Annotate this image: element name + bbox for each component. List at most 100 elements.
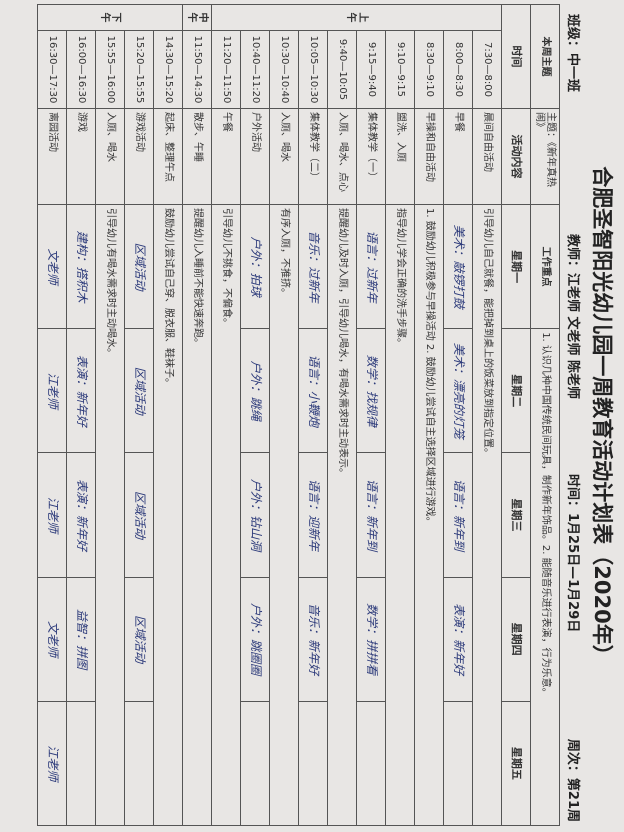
column-header: 星期四 — [501, 577, 531, 702]
column-header: 活动内容 — [501, 108, 531, 205]
schedule-row: 15:55—16:00 入厕、喝水 引导幼儿有喝水需求时主动喝水。 — [95, 5, 125, 826]
guidance-note: 有序入厕，不推挤。 — [269, 204, 299, 826]
column-header: 星期二 — [501, 328, 531, 453]
day-cell: 户外：钻山洞 — [240, 452, 270, 578]
time: 9:40—10:05 — [327, 30, 357, 109]
guidance-note: 1. 鼓励幼儿积极参与早操活动 2. 鼓励幼儿尝试自主选择区域进行游戏。 — [414, 204, 444, 826]
day-cell: 美术：漂亮的灯笼 — [443, 328, 473, 453]
theme-row: 本周主题 主题：《新年真热闹》 工作重点 1. 认识几种中国传统民间玩具，制作新年饰品… — [530, 4, 560, 826]
activity: 入厕、喝水 — [95, 108, 125, 205]
day-cell: 语言：新年到 — [443, 452, 473, 578]
time: 15:55—16:00 — [95, 30, 125, 109]
time: 10:05—10:30 — [298, 30, 328, 109]
plan-table: 本周主题 主题：《新年真热闹》 工作重点 1. 认识几种中国传统民间玩具，制作新年饰品… — [37, 4, 560, 826]
focus: 1. 认识几种中国传统民间玩具，制作新年饰品。2. 能随音乐进行表演，行为乐意。 — [530, 328, 560, 826]
day-cell — [298, 701, 328, 826]
day-cell — [124, 701, 154, 826]
day-cell: 数学：拼拼看 — [356, 577, 386, 702]
week: 周次：第21周 — [565, 738, 580, 822]
day-cell: 语言：新年到 — [356, 452, 386, 578]
period: 中午 — [182, 4, 212, 31]
activity: 离园活动 — [37, 108, 67, 205]
day-cell: 区域活动 — [124, 577, 154, 702]
schedule-row: 15:20—15:55 游戏活动 区域活动 区域活动 区域活动 区域活动 — [124, 5, 154, 826]
activity: 散步、午睡 — [182, 108, 212, 205]
theme-label: 本周主题 — [530, 4, 560, 109]
day-cell: 音乐：过新年 — [298, 204, 328, 329]
time: 10:40—11:20 — [240, 30, 270, 109]
time: 14:30—15:20 — [153, 30, 183, 109]
focus-label: 工作重点 — [530, 204, 560, 329]
guidance-note: 引导幼儿不挑食，不偏食。 — [211, 204, 241, 826]
schedule-row: 10:40—11:20 户外活动 户外：拍球 户外：跳绳 户外：钻山洞 户外：跳圈圈 — [240, 5, 270, 826]
activity: 盥洗、入厕 — [385, 108, 415, 205]
schedule-row: 9:40—10:05 入厕、喝水、点心 提醒幼儿及时入厕，引导幼儿喝水，有喝水需求时… — [327, 5, 357, 826]
time: 15:20—15:55 — [124, 30, 154, 109]
time: 11:50—14:30 — [182, 30, 212, 109]
day-cell: 语言：小鞭炮 — [298, 328, 328, 453]
schedule-row: 中午 11:50—14:30 散步、午睡 提醒幼儿入睡前不能快速奔跑。 — [182, 4, 212, 826]
activity: 早餐 — [443, 108, 473, 205]
activity: 游戏 — [66, 108, 96, 205]
activity: 集体教学（一） — [356, 108, 386, 205]
activity: 集体教学（二） — [298, 108, 328, 205]
activity: 起床、整理午点 — [153, 108, 183, 205]
column-header: 星期五 — [501, 701, 531, 826]
day-cell: 表演：新年好 — [443, 577, 473, 702]
day-cell — [240, 701, 270, 826]
activity: 午餐 — [211, 108, 241, 205]
day-cell: 文老师 — [37, 577, 67, 702]
column-header: 时间 — [501, 4, 531, 109]
day-cell — [356, 701, 386, 826]
guidance-note: 提醒幼儿入睡前不能快速奔跑。 — [182, 204, 212, 826]
guidance-note: 引导幼儿有喝水需求时主动喝水。 — [95, 204, 125, 826]
column-header: 星期一 — [501, 204, 531, 329]
activity: 入厕、喝水 — [269, 108, 299, 205]
activity: 早操和自由活动 — [414, 108, 444, 205]
schedule-row: 下午 14:30—15:20 起床、整理午点 鼓励幼儿尝试自己穿、脱衣服、鞋袜子。 — [37, 4, 183, 826]
day-cell: 表演：新年好 — [66, 328, 96, 453]
time: 9:15—9:40 — [356, 30, 386, 109]
day-cell — [66, 701, 96, 826]
time: 10:30—10:40 — [269, 30, 299, 109]
guidance-note: 引导幼儿自己就餐，能把掉到桌上的饭菜放到指定位置。 — [472, 204, 502, 826]
header: 合肥圣智阳光幼儿园一周教育活动计划表（2020年） 班级：中一班 教师：江老师 … — [560, 4, 618, 828]
day-cell: 江老师 — [37, 701, 67, 826]
period: 下午 — [37, 4, 183, 31]
schedule-row: 8:30—9:10 早操和自由活动 1. 鼓励幼儿积极参与早操活动 2. 鼓励幼儿尝… — [414, 5, 444, 826]
guidance-note: 指导幼儿学会正确的洗手步骤。 — [385, 204, 415, 826]
time: 16:00—16:30 — [66, 30, 96, 109]
schedule-row: 上午 7:30—8:00 晨间自由活动 引导幼儿自己就餐，能把掉到桌上的饭菜放到指定位… — [211, 4, 502, 826]
day-cell: 语言：迎新年 — [298, 452, 328, 578]
day-cell: 区域活动 — [124, 328, 154, 453]
day-cell: 语言：过新年 — [356, 204, 386, 329]
time: 9:10—9:15 — [385, 30, 415, 109]
schedule-row: 16:30—17:30 离园活动 文老师 江老师 江老师 文老师 江老师 — [37, 5, 67, 826]
column-header: 星期三 — [501, 452, 531, 578]
day-cell: 户外：跳圈圈 — [240, 577, 270, 702]
guidance-note: 提醒幼儿及时入厕，引导幼儿喝水，有喝水需求时主动表示。 — [327, 204, 357, 826]
day-cell: 户外：拍球 — [240, 204, 270, 329]
day-cell: 户外：跳绳 — [240, 328, 270, 453]
day-cell: 音乐：新年好 — [298, 577, 328, 702]
activity: 入厕、喝水、点心 — [327, 108, 357, 205]
day-cell: 数学：找规律 — [356, 328, 386, 453]
teachers: 教师：江老师 文老师 陈老师 — [565, 234, 580, 400]
day-cell: 美术：敲锣打鼓 — [443, 204, 473, 329]
day-cell: 建构：搭积木 — [66, 204, 96, 329]
day-cell — [443, 701, 473, 826]
day-cell: 区域活动 — [124, 452, 154, 578]
schedule-row: 10:05—10:30 集体教学（二） 音乐：过新年 语言：小鞭炮 语言：迎新年 音乐：新… — [298, 5, 328, 826]
schedule-row: 10:30—10:40 入厕、喝水 有序入厕，不推挤。 — [269, 5, 299, 826]
title: 合肥圣智阳光幼儿园一周教育活动计划表（2020年） — [590, 166, 614, 666]
theme: 主题：《新年真热闹》 — [530, 108, 560, 205]
schedule-row: 9:10—9:15 盥洗、入厕 指导幼儿学会正确的洗手步骤。 — [385, 5, 415, 826]
schedule-row: 16:00—16:30 游戏 建构：搭积木 表演：新年好 表演：新年好 益智：拼图 — [66, 5, 96, 826]
activity: 晨间自由活动 — [472, 108, 502, 205]
activity: 户外活动 — [240, 108, 270, 205]
time: 8:30—9:10 — [414, 30, 444, 109]
schedule-row: 9:15—9:40 集体教学（一） 语言：过新年 数学：找规律 语言：新年到 数学：拼拼看 — [356, 5, 386, 826]
schedule-row: 8:00—8:30 早餐 美术：敲锣打鼓 美术：漂亮的灯笼 语言：新年到 表演：新年好 — [443, 5, 473, 826]
